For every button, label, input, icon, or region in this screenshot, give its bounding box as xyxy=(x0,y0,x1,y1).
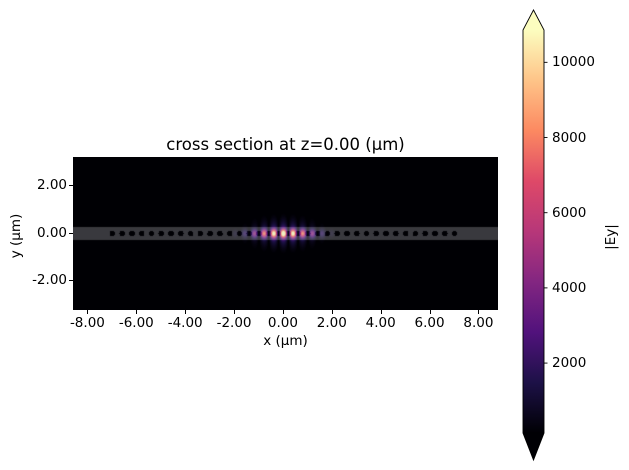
x-tick-label: -8.00 xyxy=(69,315,105,331)
y-tick-mark xyxy=(69,185,73,186)
x-tick-mark xyxy=(185,310,187,314)
colorbar-tick-label: 10000 xyxy=(552,54,595,71)
x-tick-mark xyxy=(331,310,333,314)
colorbar-extend-bottom-arrow xyxy=(523,433,544,460)
x-tick-label: 4.00 xyxy=(365,315,396,331)
colorbar-tick-label: 6000 xyxy=(552,204,587,221)
colorbar-tick-label: 2000 xyxy=(552,355,587,372)
colorbar-tick-marks xyxy=(544,61,548,364)
x-tick-label: 0.00 xyxy=(267,315,298,331)
x-tick-label: 6.00 xyxy=(414,315,445,331)
colorbar xyxy=(522,9,548,462)
plot-title: cross section at z=0.00 (μm) xyxy=(166,135,405,154)
x-tick-mark xyxy=(234,310,236,314)
colorbar-tick-label: 4000 xyxy=(552,279,587,296)
y-tick-label: 0.00 xyxy=(36,224,67,241)
x-tick-label: 8.00 xyxy=(463,315,494,331)
x-tick-mark xyxy=(136,310,138,314)
x-tick-label: -6.00 xyxy=(118,315,154,331)
y-tick-mark xyxy=(69,280,73,282)
colorbar-gradient xyxy=(523,30,544,433)
colorbar-label: |Ey| xyxy=(603,224,619,250)
x-tick-mark xyxy=(282,310,284,314)
field-heatmap-canvas xyxy=(73,157,498,310)
colorbar-extend-top-arrow xyxy=(523,10,544,30)
y-tick-label: -2.00 xyxy=(32,272,67,289)
y-axis-label: y (μm) xyxy=(8,213,24,259)
x-tick-mark xyxy=(87,310,89,314)
colorbar-tick-label: 8000 xyxy=(552,129,587,146)
x-tick-label: -4.00 xyxy=(167,315,203,331)
x-tick-mark xyxy=(478,310,480,314)
y-tick-mark xyxy=(69,232,73,234)
x-tick-mark xyxy=(380,310,382,314)
x-tick-label: 2.00 xyxy=(316,315,347,331)
x-tick-label: -2.00 xyxy=(216,315,252,331)
x-axis-label: x (μm) xyxy=(263,333,308,349)
colorbar-outline xyxy=(522,9,545,462)
y-tick-label: 2.00 xyxy=(36,177,67,193)
x-tick-mark xyxy=(429,310,431,314)
